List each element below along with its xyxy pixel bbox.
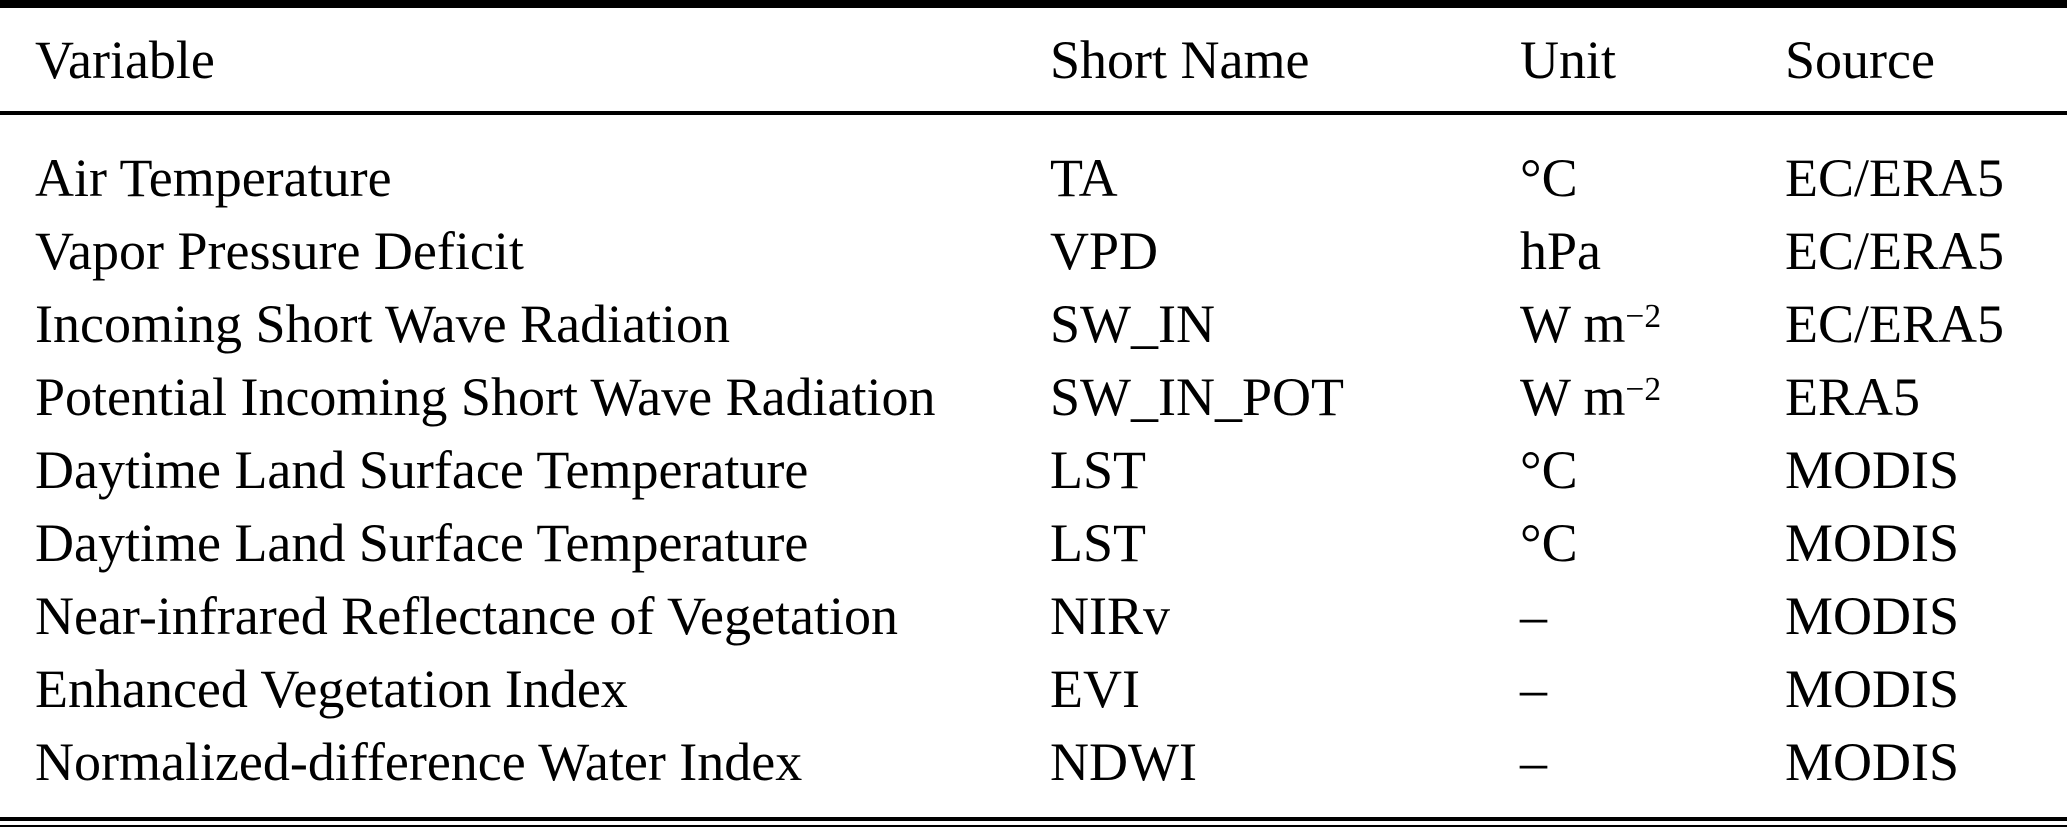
table-header-row: Variable Short Name Unit Source (0, 8, 2067, 111)
cell-unit: – (1520, 731, 1785, 793)
table-row: Air Temperature TA °C EC/ERA5 (0, 141, 2067, 214)
cell-unit: °C (1520, 512, 1785, 574)
column-header-unit: Unit (1520, 29, 1617, 90)
cell-short-name: TA (1050, 147, 1118, 208)
cell-unit: – (1520, 658, 1785, 720)
unit-base: °C (1520, 147, 1578, 208)
cell-short-name: LST (1050, 439, 1147, 500)
cell-source: EC/ERA5 (1785, 293, 2005, 354)
table-row: Vapor Pressure Deficit VPD hPa EC/ERA5 (0, 214, 2067, 287)
unit-superscript: −2 (1625, 297, 1662, 335)
column-header-variable: Variable (35, 29, 215, 90)
cell-short-name: LST (1050, 512, 1147, 573)
unit-base: – (1520, 731, 1547, 792)
table-row: Potential Incoming Short Wave Radiation … (0, 360, 2067, 433)
cell-source: MODIS (1785, 658, 1960, 719)
table-body: Air Temperature TA °C EC/ERA5 Vapor Pres… (0, 115, 2067, 817)
table-row: Near-infrared Reflectance of Vegetation … (0, 579, 2067, 652)
table-bottom-thin-rule (0, 817, 2067, 821)
cell-source: ERA5 (1785, 366, 1920, 427)
table-row: Incoming Short Wave Radiation SW_IN W m−… (0, 287, 2067, 360)
cell-short-name: SW_IN_POT (1050, 366, 1344, 427)
cell-short-name: SW_IN (1050, 293, 1215, 354)
cell-source: MODIS (1785, 731, 1960, 792)
cell-source: MODIS (1785, 512, 1960, 573)
column-header-short-name: Short Name (1050, 29, 1310, 90)
table-row: Daytime Land Surface Temperature LST °C … (0, 433, 2067, 506)
cell-source: EC/ERA5 (1785, 147, 2005, 208)
cell-unit: °C (1520, 439, 1785, 501)
cell-short-name: VPD (1050, 220, 1159, 281)
cell-variable: Normalized-difference Water Index (35, 731, 803, 792)
table-bottom-thick-rule (0, 825, 2067, 827)
cell-variable: Near-infrared Reflectance of Vegetation (35, 585, 898, 646)
table-row: Enhanced Vegetation Index EVI – MODIS (0, 652, 2067, 725)
cell-unit: hPa (1520, 220, 1785, 282)
cell-unit: °C (1520, 147, 1785, 209)
table-bottom-rule-gap (0, 821, 2067, 825)
column-header-source: Source (1785, 29, 1935, 90)
unit-base: W m (1520, 293, 1626, 354)
cell-variable: Potential Incoming Short Wave Radiation (35, 366, 936, 427)
cell-variable: Air Temperature (35, 147, 392, 208)
cell-short-name: EVI (1050, 658, 1140, 719)
cell-source: MODIS (1785, 439, 1960, 500)
unit-base: °C (1520, 439, 1578, 500)
unit-base: °C (1520, 512, 1578, 573)
unit-base: – (1520, 585, 1547, 646)
table-row: Normalized-difference Water Index NDWI –… (0, 725, 2067, 798)
cell-variable: Daytime Land Surface Temperature (35, 439, 809, 500)
cell-variable: Incoming Short Wave Radiation (35, 293, 731, 354)
cell-source: MODIS (1785, 585, 1960, 646)
cell-variable: Daytime Land Surface Temperature (35, 512, 809, 573)
cell-unit: – (1520, 585, 1785, 647)
unit-base: hPa (1520, 220, 1601, 281)
table-top-rule (0, 0, 2067, 8)
unit-base: – (1520, 658, 1547, 719)
unit-superscript: −2 (1625, 370, 1662, 408)
table-header-rule (0, 111, 2067, 115)
table-row: Daytime Land Surface Temperature LST °C … (0, 506, 2067, 579)
cell-unit: W m−2 (1520, 366, 1785, 428)
unit-base: W m (1520, 366, 1626, 427)
cell-source: EC/ERA5 (1785, 220, 2005, 281)
cell-short-name: NDWI (1050, 731, 1197, 792)
cell-variable: Enhanced Vegetation Index (35, 658, 628, 719)
cell-unit: W m−2 (1520, 293, 1785, 355)
cell-variable: Vapor Pressure Deficit (35, 220, 524, 281)
cell-short-name: NIRv (1050, 585, 1170, 646)
